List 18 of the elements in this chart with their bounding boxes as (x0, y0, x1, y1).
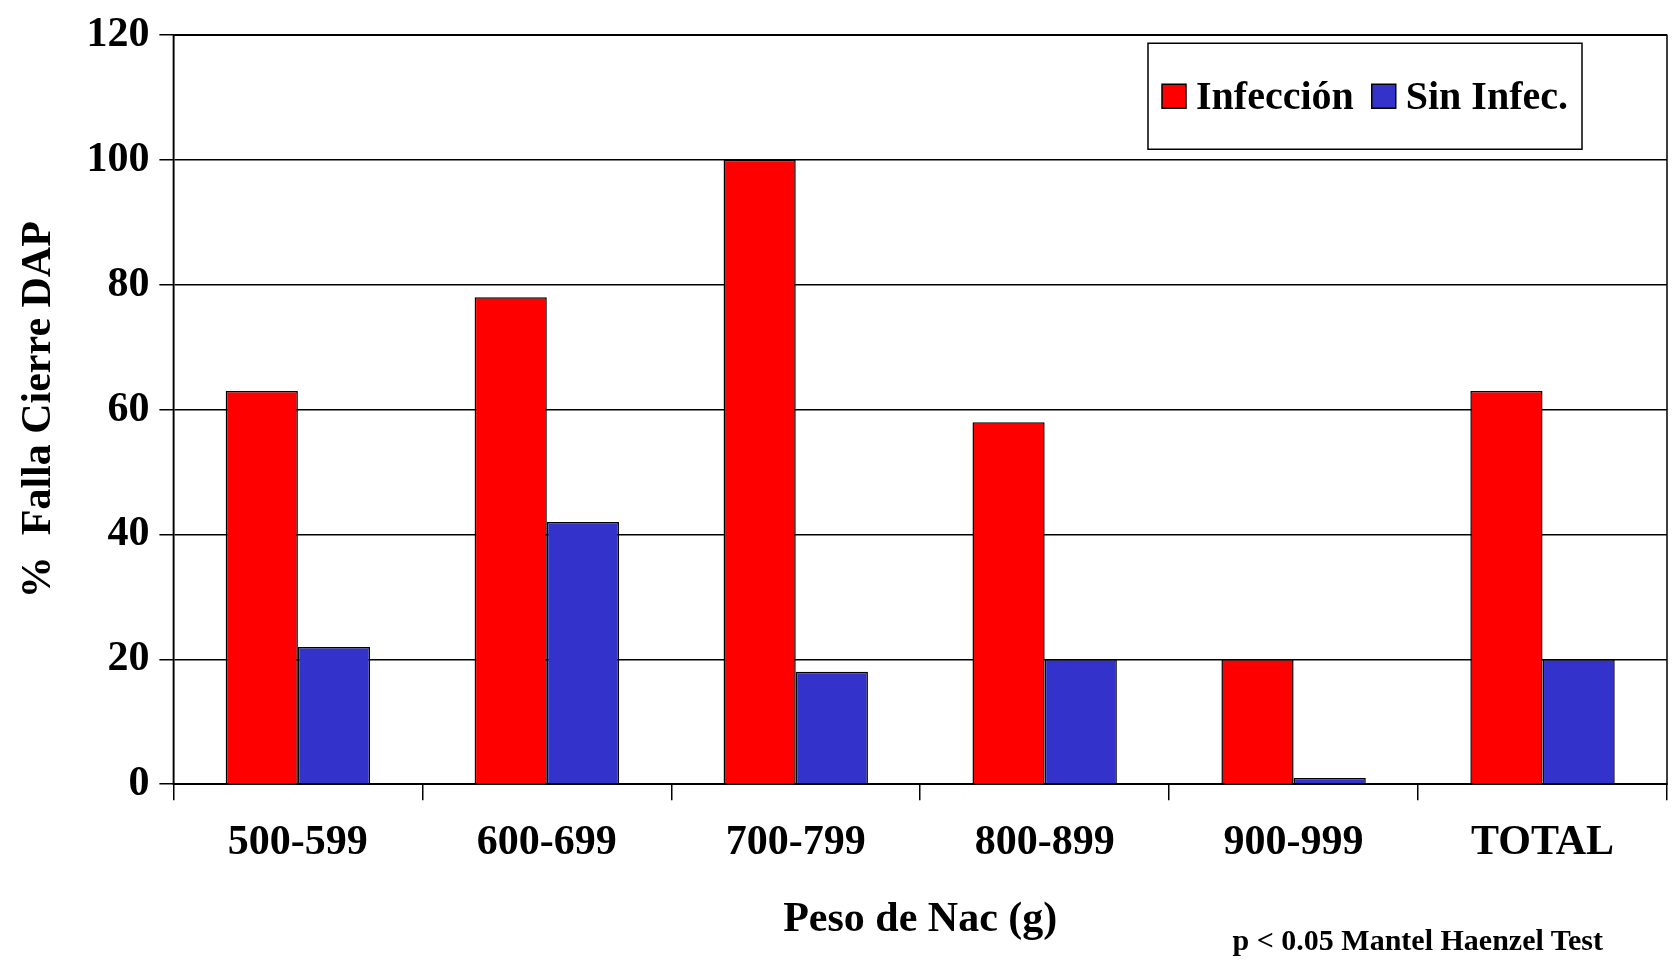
x-tick-label: TOTAL (1470, 817, 1615, 864)
y-tick-label: 120 (86, 9, 150, 56)
x-tick-label: 500-599 (227, 817, 368, 864)
y-tick-label: 80 (107, 258, 150, 305)
legend-label: Sin Infec. (1405, 72, 1568, 118)
y-tick-label: 40 (107, 508, 150, 555)
x-tick-label: 900-999 (1223, 817, 1364, 864)
y-tick-label: 100 (86, 133, 150, 180)
text: p < 0.05 Mantel Haenzel Test (1232, 922, 1603, 956)
x-tick-label: 600-699 (476, 817, 617, 864)
y-tick-label: 0 (128, 758, 150, 805)
x-tick-label: 800-899 (974, 817, 1115, 864)
y-tick-label: 60 (107, 383, 150, 430)
x-axis-title: Peso de Nac (g) (783, 893, 1058, 941)
x-tick-label: 700-799 (725, 817, 866, 864)
legend-label: Infección (1196, 72, 1354, 118)
y-axis-title: % Falla Cierre DAP (13, 221, 60, 599)
y-tick-label: 20 (107, 633, 150, 680)
